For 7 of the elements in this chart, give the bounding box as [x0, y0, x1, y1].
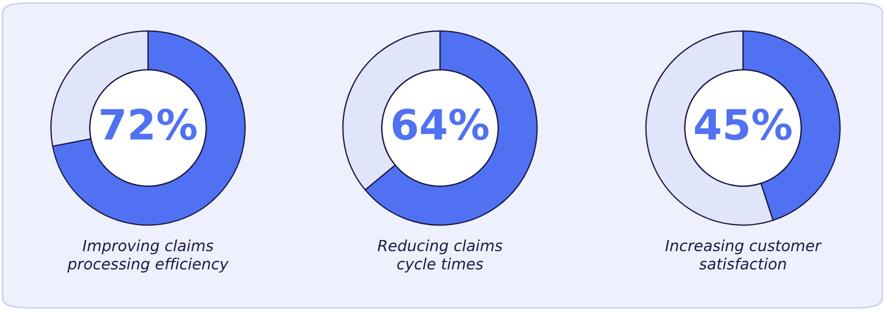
text: Increasing customer satisfaction — [665, 239, 822, 270]
donut-slice — [52, 30, 246, 226]
data-label: 72% — [100, 108, 197, 140]
data-label: 64% — [392, 108, 489, 140]
text: Reducing claims cycle times — [378, 239, 502, 273]
data-label: 45% — [695, 108, 792, 140]
text: Improving claims processing efficiency — [67, 239, 229, 273]
